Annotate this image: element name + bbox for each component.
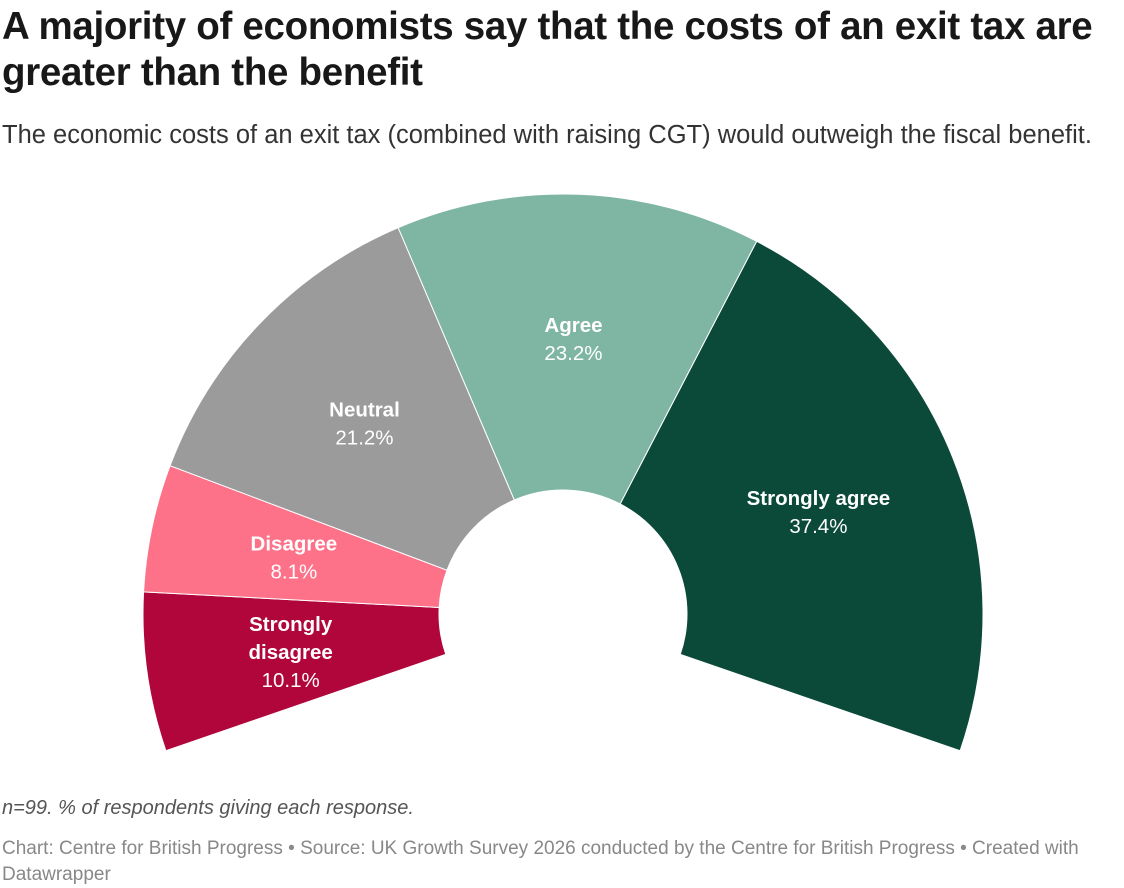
slice-label-agree: Agree 23.2% — [544, 314, 602, 365]
slice-category-label: Strongly agree — [747, 487, 891, 510]
slice-label-strongly-disagree: Strongly disagree 10.1% — [249, 613, 333, 692]
slice-category-label: Strongly — [249, 613, 333, 636]
slice-value-label: 37.4% — [789, 515, 847, 538]
slice-label-neutral: Neutral 21.2% — [329, 399, 400, 450]
chart-footer: Chart: Centre for British Progress • Sou… — [2, 838, 1079, 885]
slice-agree — [397, 193, 758, 505]
slice-value-label: 23.2% — [544, 342, 602, 365]
slice-category-label: Disagree — [251, 533, 338, 556]
slice-label-strongly-agree: Strongly agree 37.4% — [747, 487, 891, 538]
slice-value-label: 8.1% — [270, 561, 317, 584]
chart-notes: n=99. % of respondents giving each respo… — [2, 797, 414, 819]
slice-category-label: Agree — [544, 314, 602, 337]
slice-value-label: 21.2% — [335, 427, 393, 450]
slice-category-label: disagree — [249, 641, 333, 664]
slice-label-disagree: Disagree 8.1% — [251, 533, 338, 584]
semi-donut-chart: Strongly disagree 10.1% Disagree 8.1% Neutral… — [142, 193, 984, 752]
slice-strongly-agree — [619, 240, 984, 752]
chart-title: A majority of economists say that the co… — [2, 5, 1093, 94]
slice-neutral — [169, 227, 515, 571]
chart-subtitle: The economic costs of an exit tax (combi… — [2, 121, 1092, 149]
slice-value-label: 10.1% — [262, 669, 320, 692]
slice-category-label: Neutral — [329, 399, 400, 422]
